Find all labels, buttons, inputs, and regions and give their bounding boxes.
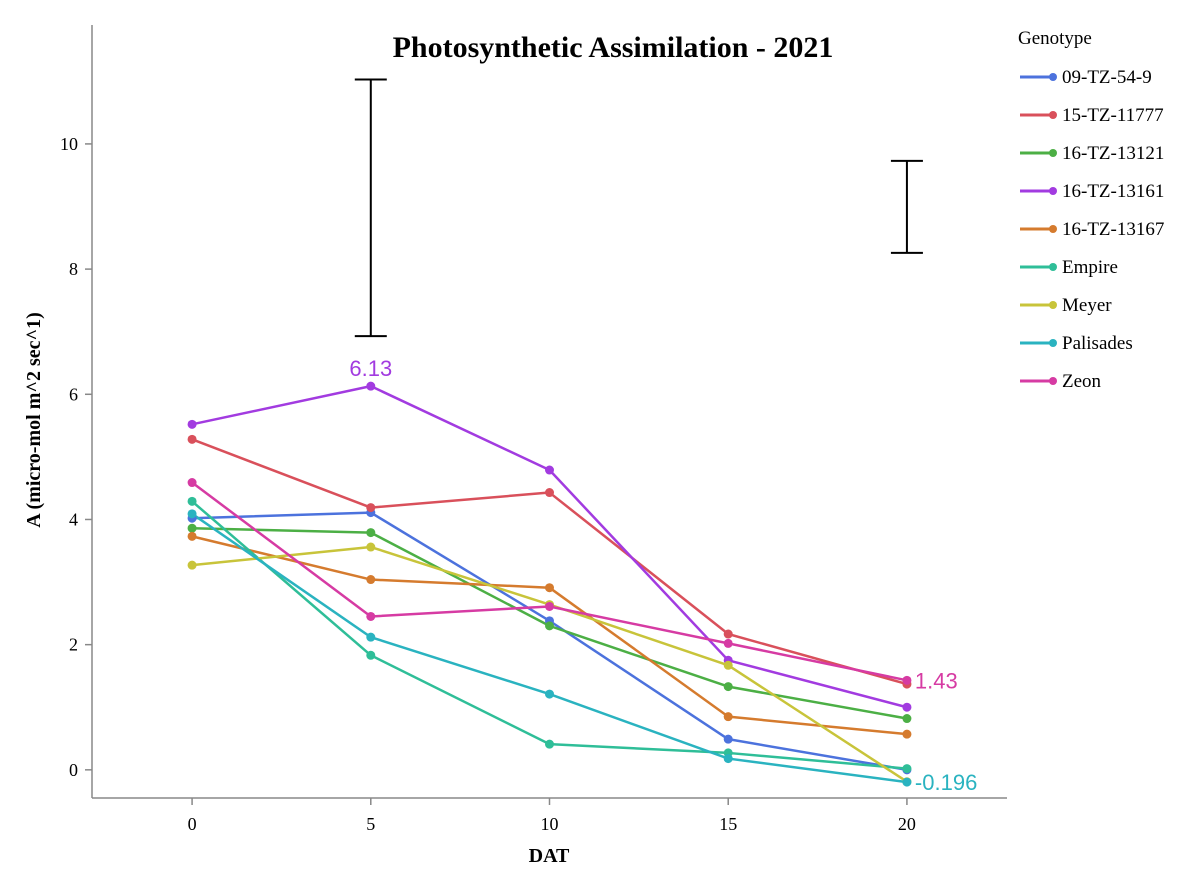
legend-item: 16-TZ-13121	[1020, 143, 1164, 164]
data-point	[187, 531, 197, 541]
data-point	[902, 702, 912, 712]
legend-item: 15-TZ-11777	[1020, 105, 1164, 126]
legend-label: 15-TZ-11777	[1062, 105, 1164, 126]
y-tick-label: 4	[69, 509, 78, 529]
error-bar	[890, 159, 923, 254]
y-tick-label: 10	[60, 134, 78, 154]
legend-label: Meyer	[1062, 295, 1112, 316]
x-tick-label: 10	[541, 814, 559, 834]
legend-marker	[1049, 149, 1057, 157]
series-line	[191, 481, 908, 682]
data-label: 1.43	[915, 668, 958, 693]
data-point	[545, 739, 554, 749]
data-point	[187, 478, 197, 488]
x-axis-title: DAT	[529, 845, 570, 867]
data-point	[187, 434, 197, 444]
data-point	[723, 629, 733, 639]
legend-marker	[1049, 339, 1057, 347]
legend-item: Zeon	[1020, 371, 1102, 392]
data-point	[723, 712, 733, 722]
x-tick-label: 20	[898, 814, 916, 834]
x-tick-label: 0	[188, 814, 197, 834]
data-label: -0.196	[915, 770, 977, 795]
y-tick-label: 8	[69, 259, 78, 279]
series-points	[187, 381, 912, 787]
legend-item: 16-TZ-13167	[1020, 219, 1164, 240]
legend: Genotype 09-TZ-54-9 15-TZ-11777 16-TZ-1312…	[1018, 28, 1164, 392]
data-point	[187, 509, 197, 519]
data-point	[723, 754, 733, 764]
data-point	[545, 601, 554, 611]
legend-marker	[1049, 111, 1057, 119]
data-point	[366, 632, 376, 642]
data-point	[545, 621, 554, 631]
data-point	[723, 638, 733, 648]
legend-marker	[1049, 187, 1057, 195]
data-labels: 6.13 1.43 -0.196	[349, 356, 977, 795]
error-bars	[354, 78, 923, 338]
data-point	[545, 488, 554, 498]
data-point	[187, 419, 197, 429]
data-point	[366, 575, 376, 585]
data-point	[187, 560, 197, 570]
y-tick-label: 0	[69, 760, 78, 780]
legend-label: Palisades	[1062, 333, 1133, 354]
data-point	[545, 583, 554, 593]
data-point	[902, 764, 912, 774]
data-point	[366, 381, 376, 391]
legend-item: 16-TZ-13161	[1020, 181, 1164, 202]
legend-marker	[1049, 301, 1057, 309]
legend-label: 16-TZ-13167	[1062, 219, 1164, 240]
data-point	[366, 528, 376, 538]
data-point	[366, 503, 376, 513]
data-label: 6.13	[349, 356, 392, 381]
legend-title: Genotype	[1018, 28, 1092, 49]
y-axis-title: A (micro-mol m^2 sec^1)	[23, 312, 45, 528]
data-point	[902, 777, 912, 787]
data-point	[902, 714, 912, 724]
data-point	[902, 729, 912, 739]
data-point	[723, 734, 733, 744]
series-line	[191, 500, 908, 770]
legend-item: 09-TZ-54-9	[1020, 67, 1152, 88]
error-bar	[354, 78, 387, 338]
y-tick-label: 2	[69, 635, 78, 655]
legend-item: Meyer	[1020, 295, 1112, 316]
legend-marker	[1049, 73, 1057, 81]
y-tick-label: 6	[69, 384, 78, 404]
data-point	[366, 650, 376, 660]
legend-label: 16-TZ-13121	[1062, 143, 1164, 164]
data-point	[187, 523, 197, 533]
legend-label: 09-TZ-54-9	[1062, 67, 1152, 88]
x-tick-label: 15	[719, 814, 737, 834]
series-line	[191, 535, 908, 736]
legend-item: Empire	[1020, 257, 1118, 278]
axes: 0 2 4 6 8 10 0 5 10 15 20	[60, 25, 1007, 834]
legend-label: Zeon	[1062, 371, 1102, 392]
legend-marker	[1049, 225, 1057, 233]
x-tick-label: 5	[366, 814, 375, 834]
data-point	[902, 675, 912, 685]
data-point	[187, 496, 197, 506]
legend-item: Palisades	[1020, 333, 1133, 354]
x-axis-ticks: 0 5 10 15 20	[188, 798, 916, 834]
series-line	[192, 511, 908, 772]
legend-marker	[1049, 263, 1057, 271]
data-point	[366, 542, 376, 552]
data-point	[366, 611, 376, 621]
legend-marker	[1049, 377, 1057, 385]
legend-label: 16-TZ-13161	[1062, 181, 1164, 202]
y-axis-ticks: 0 2 4 6 8 10	[60, 134, 92, 780]
data-point	[723, 660, 733, 670]
legend-label: Empire	[1062, 257, 1118, 278]
data-point	[545, 465, 554, 475]
chart-title: Photosynthetic Assimilation - 2021	[393, 31, 834, 64]
data-point	[545, 689, 554, 699]
data-point	[723, 682, 733, 692]
